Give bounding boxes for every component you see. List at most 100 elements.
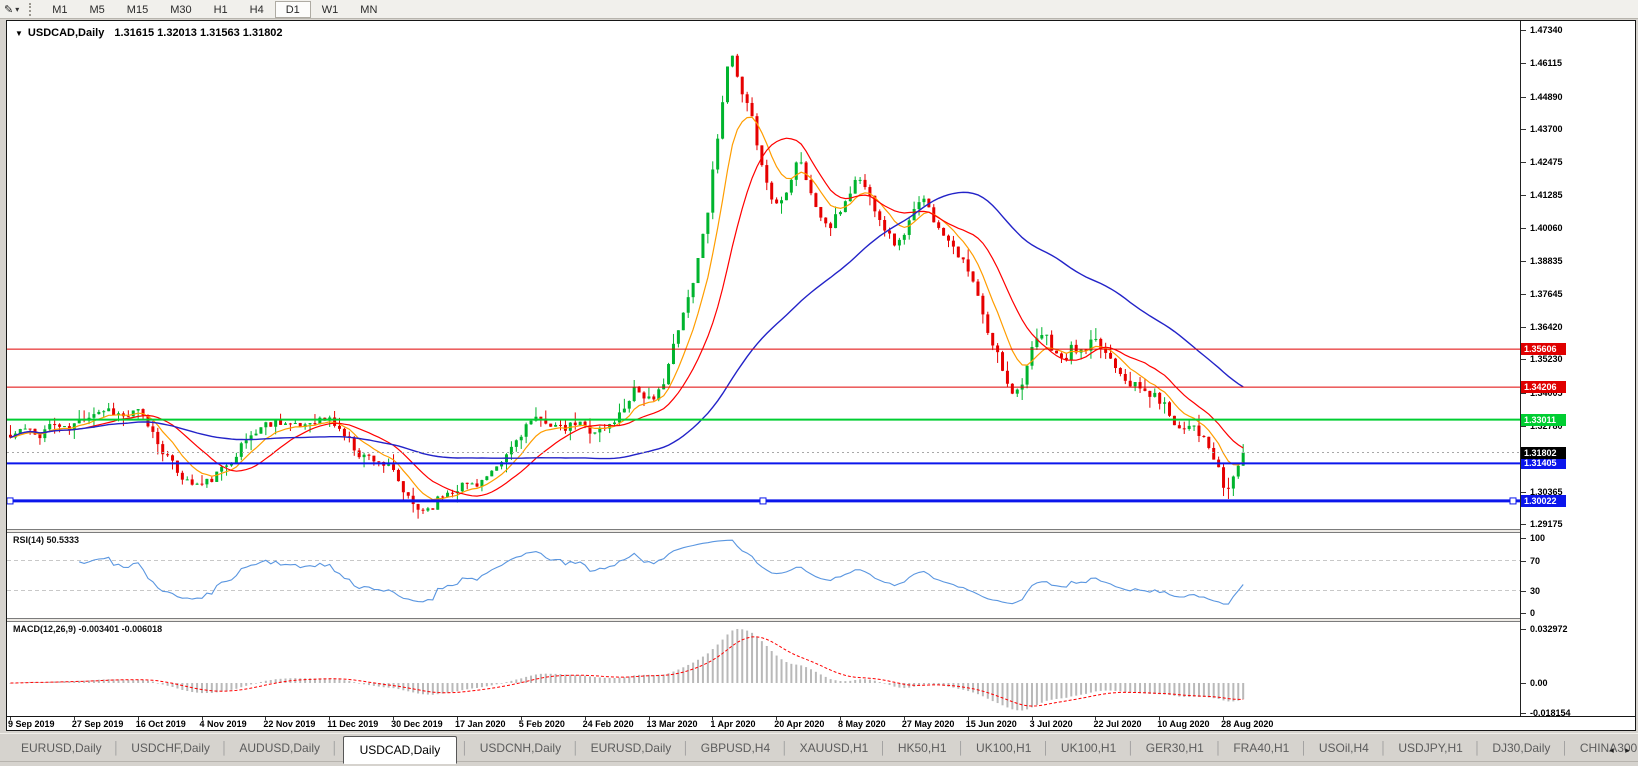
tab-separator: │ [1379, 741, 1388, 755]
date-axis-label: 11 Dec 2019 [327, 719, 379, 729]
rsi-pane[interactable] [7, 533, 1520, 618]
rsi-axis-tick: 0 [1521, 607, 1535, 619]
rsi-axis-tick: 70 [1521, 555, 1540, 567]
pane-splitter-macd[interactable] [7, 618, 1635, 622]
level-selection-handle[interactable] [759, 497, 767, 505]
price-axis-tick: 1.30365 [1521, 486, 1563, 498]
date-axis-label: 4 Nov 2019 [199, 719, 247, 729]
macd-pane[interactable] [7, 622, 1520, 716]
date-axis-tick [967, 717, 969, 720]
tab-separator: │ [331, 741, 339, 755]
date-axis-tick [903, 717, 905, 720]
chart-tab-china300-h1[interactable]: CHINA300,H1 [1579, 741, 1638, 755]
date-axis-label: 30 Dec 2019 [391, 719, 443, 729]
candles-layer [8, 53, 1245, 519]
chart-symbol-label: USDCAD,Daily [27, 27, 105, 39]
chart-tab-uk100-h1[interactable]: UK100,H1 [1060, 741, 1117, 755]
title-marker-icon[interactable]: ▼ [15, 29, 23, 38]
date-axis-tick [1223, 717, 1225, 720]
chart-tab-usdcnh-daily[interactable]: USDCNH,Daily [479, 741, 562, 755]
level-price-tag-1.30022: 1.30022 [1521, 494, 1566, 507]
chart-tab-audusd-daily[interactable]: AUDUSD,Daily [239, 741, 321, 755]
level-selection-handle[interactable] [7, 497, 14, 505]
chart-tab-eurusd-daily[interactable]: EURUSD,Daily [21, 741, 102, 755]
price-axis-tick: 1.29175 [1521, 518, 1563, 530]
tab-separator: │ [1127, 741, 1135, 755]
macd-indicator-label: MACD(12,26,9) -0.003401 -0.006018 [13, 624, 162, 634]
chart-tab-usdchf-daily[interactable]: USDCHF,Daily [131, 741, 210, 755]
price-axis[interactable]: 1.291751.303651.315551.327801.340051.352… [1520, 21, 1635, 718]
chart-window: ▼ USDCAD,Daily 1.31615 1.32013 1.31563 1.3… [6, 20, 1636, 731]
price-axis-tick: 1.42475 [1521, 156, 1563, 168]
tab-separator: │ [220, 741, 229, 755]
chart-tab-usdjpy-h1[interactable]: USDJPY,H1 [1398, 741, 1463, 755]
level-price-tag-1.34206: 1.34206 [1521, 381, 1566, 394]
date-axis-label: 16 Oct 2019 [135, 719, 186, 729]
tab-separator: │ [1561, 741, 1569, 755]
price-axis-tick: 1.46115 [1521, 57, 1562, 69]
price-axis-tick: 1.41285 [1521, 189, 1563, 201]
chart-ohlc-values: 1.31615 1.32013 1.31563 1.31802 [114, 27, 283, 39]
chart-title: ▼ USDCAD,Daily 1.31615 1.32013 1.31563 1.3… [15, 27, 283, 39]
date-axis-label: 10 Aug 2020 [1157, 719, 1210, 729]
tab-separator: │ [572, 741, 580, 755]
date-axis-tick [1031, 717, 1033, 720]
timeframe-button-w1[interactable]: W1 [321, 3, 339, 16]
chart-tab-dj30-daily[interactable]: DJ30,Daily [1492, 741, 1551, 755]
level-selection-handle[interactable] [1509, 497, 1517, 505]
chart-tab-uk100-h1[interactable]: UK100,H1 [976, 741, 1032, 755]
chart-tab-xauusd-h1[interactable]: XAUUSD,H1 [799, 741, 869, 755]
macd-histogram-layer [9, 628, 1245, 711]
toolbar-dropdown-arrow-icon[interactable]: ▾ [15, 4, 20, 14]
rsi-name: RSI(14) [13, 535, 45, 545]
date-axis-tick [393, 717, 395, 720]
date-axis-label: 22 Nov 2019 [263, 719, 316, 729]
macd-name: MACD(12,26,9) [13, 624, 77, 634]
main-chart-pane[interactable] [7, 21, 1520, 529]
chart-tab-usdcad-daily[interactable]: USDCAD,Daily [342, 736, 458, 764]
timeframe-button-m15[interactable]: M15 [126, 3, 149, 16]
price-axis-tick: 1.37645 [1521, 288, 1563, 300]
timeframe-button-d1[interactable]: D1 [274, 0, 311, 18]
date-axis-label: 5 Feb 2020 [518, 719, 565, 729]
chart-tab-gbpusd-h4[interactable]: GBPUSD,H4 [700, 741, 771, 755]
chart-tab-eurusd-daily[interactable]: EURUSD,Daily [590, 741, 672, 755]
chart-tab-hk50-h1[interactable]: HK50,H1 [897, 741, 947, 755]
tab-scroll-right-button[interactable]: ▸ [1625, 745, 1630, 755]
date-axis-label: 3 Jul 2020 [1029, 719, 1073, 729]
timeframe-button-m5[interactable]: M5 [89, 3, 105, 16]
timeframe-button-h1[interactable]: H1 [213, 3, 228, 16]
price-axis-tick: 1.38835 [1521, 255, 1563, 267]
tab-separator: │ [1214, 741, 1223, 755]
date-axis-label: 1 Apr 2020 [710, 719, 756, 729]
date-axis-tick [10, 717, 11, 720]
pane-splitter-rsi[interactable] [7, 529, 1635, 533]
timeframe-button-mn[interactable]: MN [360, 3, 378, 16]
chart-tab-ger30-h1[interactable]: GER30,H1 [1145, 741, 1204, 755]
price-axis-tick: 1.36420 [1521, 321, 1563, 333]
timeframe-button-h4[interactable]: H4 [249, 3, 264, 16]
date-axis[interactable]: 9 Sep 2019 27 Sep 2019 16 Oct 2019 4 Nov 20… [7, 717, 1635, 730]
tab-separator: │ [1473, 741, 1482, 755]
date-axis-tick [840, 717, 842, 720]
date-axis-label: 13 Mar 2020 [646, 719, 698, 729]
chart-tab-bar: EURUSD,Daily │ USDCHF,Daily │ AUDUSD,Daily │ U… [0, 733, 1638, 766]
main-chart-svg [7, 53, 1520, 519]
drawing-tool-icon[interactable]: ✎ [4, 3, 14, 16]
date-axis-tick [1095, 717, 1097, 720]
date-axis-tick [329, 717, 331, 720]
date-axis-tick [776, 717, 778, 720]
date-axis-label: 9 Sep 2019 [8, 719, 55, 729]
timeframe-button-m1[interactable]: M1 [52, 3, 68, 16]
moving-averages-layer [10, 116, 1244, 501]
price-axis-tick: 1.44890 [1521, 91, 1563, 103]
timeframe-button-m30[interactable]: M30 [170, 3, 192, 16]
tab-scroll-left-button[interactable]: ◂ [1609, 745, 1614, 755]
chart-tab-usoil-h4[interactable]: USOil,H4 [1318, 741, 1369, 755]
date-axis-label: 28 Aug 2020 [1221, 719, 1274, 729]
date-axis-tick [584, 717, 586, 720]
chart-tab-fra40-h1[interactable]: FRA40,H1 [1233, 741, 1290, 755]
tab-separator: │ [682, 741, 690, 755]
toolbar-grip[interactable] [29, 2, 33, 16]
date-axis-label: 24 Feb 2020 [582, 719, 634, 729]
